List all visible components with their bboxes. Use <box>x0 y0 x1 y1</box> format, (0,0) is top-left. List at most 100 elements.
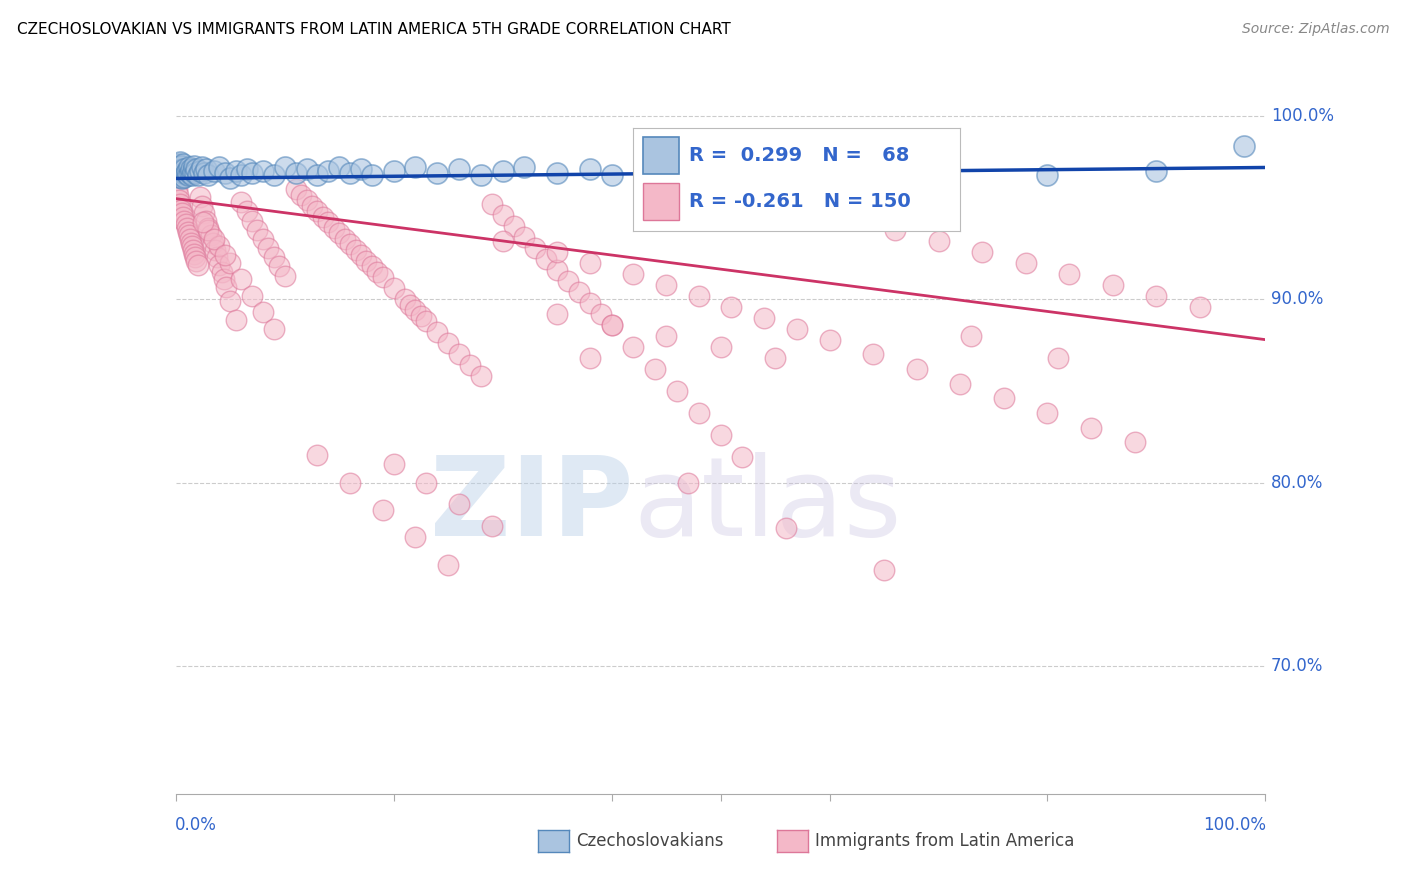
Point <box>437 558 460 572</box>
Point <box>246 223 269 237</box>
Point <box>644 362 666 376</box>
Point <box>202 164 225 178</box>
Point <box>502 219 524 233</box>
Point <box>177 228 200 243</box>
Point <box>180 162 202 177</box>
Point <box>197 168 219 182</box>
Point <box>328 227 350 241</box>
Point <box>676 475 699 490</box>
Point <box>688 406 710 420</box>
Point <box>339 237 361 252</box>
Point <box>274 268 297 283</box>
Point <box>458 359 481 373</box>
Point <box>172 171 194 186</box>
Point <box>197 221 219 235</box>
Point <box>970 244 993 259</box>
Point <box>1232 138 1256 153</box>
Point <box>546 307 568 321</box>
Point <box>579 256 602 270</box>
Point <box>191 215 214 229</box>
Text: 0.0%: 0.0% <box>174 816 217 834</box>
Point <box>169 164 191 178</box>
Point <box>862 347 884 361</box>
Point <box>205 250 228 264</box>
Point <box>481 197 503 211</box>
Point <box>371 503 394 517</box>
Point <box>322 221 344 235</box>
Point <box>720 300 742 314</box>
Point <box>350 162 373 177</box>
Point <box>754 178 776 193</box>
Point <box>173 162 195 177</box>
Point <box>600 168 623 182</box>
Point <box>415 475 437 490</box>
Text: R = -0.261   N = 150: R = -0.261 N = 150 <box>689 193 911 211</box>
Point <box>360 168 382 182</box>
Point <box>295 162 318 177</box>
Point <box>318 164 340 178</box>
Point <box>447 347 470 361</box>
Point <box>263 321 285 335</box>
Point <box>167 188 190 202</box>
Point <box>1080 420 1102 434</box>
Point <box>252 164 274 178</box>
Point <box>710 340 733 354</box>
Point <box>307 448 329 462</box>
Point <box>1015 256 1038 270</box>
Point <box>167 157 190 171</box>
Point <box>655 277 678 292</box>
FancyBboxPatch shape <box>643 183 679 220</box>
Point <box>169 197 191 211</box>
Point <box>188 164 211 178</box>
Point <box>1057 267 1080 281</box>
Point <box>186 253 208 268</box>
Point <box>928 234 950 248</box>
Point <box>188 190 211 204</box>
Text: 100.0%: 100.0% <box>1204 816 1267 834</box>
Point <box>225 312 247 326</box>
Point <box>179 166 201 180</box>
Point <box>884 223 907 237</box>
Text: Immigrants from Latin America: Immigrants from Latin America <box>815 831 1074 850</box>
Point <box>215 279 238 293</box>
Point <box>546 166 568 180</box>
Point <box>621 340 644 354</box>
Point <box>470 369 492 384</box>
Text: 90.0%: 90.0% <box>1271 291 1323 309</box>
Point <box>339 475 361 490</box>
Point <box>180 235 202 250</box>
Point <box>318 215 340 229</box>
Point <box>993 391 1015 405</box>
Point <box>186 162 208 177</box>
Point <box>949 376 972 391</box>
Point <box>415 314 437 328</box>
Point <box>219 294 242 309</box>
FancyBboxPatch shape <box>643 136 679 174</box>
Point <box>366 265 388 279</box>
Point <box>382 281 405 295</box>
Point <box>167 161 190 175</box>
Point <box>905 362 928 376</box>
Point <box>688 288 710 302</box>
Point <box>240 166 263 180</box>
Point <box>170 159 193 173</box>
Point <box>208 239 231 253</box>
Point <box>371 270 394 285</box>
Point <box>405 161 427 175</box>
Point <box>263 168 285 182</box>
Point <box>405 531 427 545</box>
Point <box>290 188 312 202</box>
Text: ZIP: ZIP <box>430 452 633 559</box>
Point <box>208 161 231 175</box>
Point <box>710 428 733 442</box>
Point <box>295 194 318 208</box>
Point <box>333 232 356 246</box>
Point <box>195 162 218 177</box>
Point <box>167 166 190 180</box>
Point <box>219 256 242 270</box>
Point <box>184 250 207 264</box>
Point <box>394 293 416 307</box>
Point <box>621 267 644 281</box>
Point <box>600 318 623 332</box>
Point <box>269 260 291 274</box>
